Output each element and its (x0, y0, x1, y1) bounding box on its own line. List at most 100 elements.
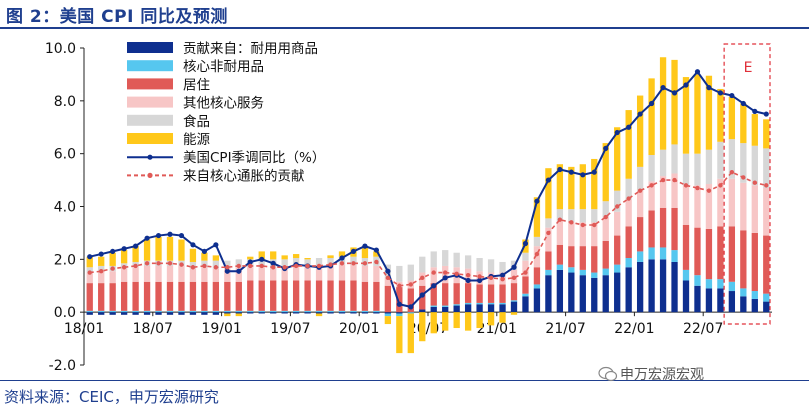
bar-segment-durable (579, 275, 586, 313)
bar-segment-shelter (212, 281, 220, 311)
core-point (672, 177, 677, 183)
bar-segment-energy (430, 312, 437, 334)
bar-segment-food (86, 267, 93, 273)
bar-segment-energy (453, 312, 460, 329)
bar-segment-durable (247, 312, 254, 314)
cpi-point (362, 243, 368, 249)
bar-segment-shelter (763, 235, 770, 294)
bar-segment-core_nondurable (350, 310, 357, 313)
core-point (649, 183, 654, 188)
legend-swatch-core_nondurable (127, 60, 173, 72)
bar-segment-shelter (636, 217, 644, 252)
cpi-point (740, 100, 746, 107)
core-point (706, 188, 712, 193)
bar-segment-shelter (751, 232, 758, 292)
y-tick-label: 4.0 (54, 200, 76, 216)
bar-segment-durable (522, 296, 529, 313)
bar-segment-other_core_services (717, 178, 724, 227)
cpi-point (522, 240, 529, 247)
bar-segment-shelter (143, 281, 151, 311)
bar-segment-core_nondurable (545, 269, 552, 276)
core-point (293, 263, 299, 269)
legend-label: 其他核心服务 (183, 96, 264, 112)
cpi-point (534, 198, 540, 204)
bar-segment-food (717, 141, 724, 179)
bar-segment-other_core_services (705, 184, 713, 229)
wechat-icon (598, 366, 618, 382)
cpi-point (98, 251, 104, 257)
bar-segment-energy (361, 247, 369, 259)
legend-label: 食品 (183, 113, 210, 130)
core-point (465, 272, 471, 278)
cpi-point (270, 260, 276, 266)
bar-segment-food (315, 258, 323, 266)
bar-segment-energy (407, 313, 414, 354)
bar-segment-energy (636, 95, 644, 167)
bar-segment-food (453, 252, 460, 268)
core-point (385, 275, 391, 281)
bar-segment-food (625, 178, 632, 200)
bar-segment-other_core_services (292, 265, 300, 281)
cpi-point (339, 255, 345, 261)
bar-segment-energy (304, 258, 311, 260)
bar-segment-energy (487, 312, 495, 326)
bar-segment-core_nondurable (178, 310, 185, 313)
bar-segment-food (533, 236, 541, 247)
cpi-point (649, 100, 655, 107)
bar-segment-core_nondurable (568, 267, 575, 273)
bar-segment-shelter (155, 281, 162, 311)
core-point (592, 222, 597, 228)
bar-segment-shelter (419, 285, 426, 310)
bar-segment-shelter (740, 230, 747, 289)
bar-segment-other_core_services (763, 188, 770, 236)
bar-segment-other_core_services (545, 227, 552, 252)
bar-segment-core_nondurable (579, 269, 586, 276)
cpi-point (717, 90, 724, 96)
bar-segment-core_nondurable (648, 247, 655, 260)
core-point (202, 263, 207, 269)
core-point (615, 204, 620, 209)
bar-segment-core_nondurable (407, 312, 414, 314)
cpi-point (236, 268, 242, 274)
bar-segment-durable (235, 312, 242, 314)
bar-segment-energy (499, 312, 506, 323)
bar-segment-food (556, 209, 564, 222)
bar-segment-other_core_services (201, 267, 208, 282)
bar-segment-other_core_services (694, 185, 701, 228)
core-point (764, 183, 769, 188)
legend-swatch-energy (127, 133, 173, 144)
cpi-point (144, 235, 150, 241)
bar-segment-durable (545, 275, 552, 313)
bar-segment-durable (327, 312, 334, 314)
bar-segment-food (430, 251, 437, 268)
legend-swatch-shelter (127, 78, 173, 90)
bar-segment-energy (510, 312, 518, 315)
bar-segment-core_nondurable (143, 310, 151, 313)
bar-segment-other_core_services (109, 271, 116, 284)
bar-segment-shelter (178, 281, 185, 311)
bar-segment-durable (315, 312, 323, 314)
bar-segment-energy (258, 251, 265, 260)
core-point (477, 274, 482, 279)
bar-segment-shelter (407, 288, 414, 313)
bar-segment-other_core_services (556, 221, 564, 245)
bar-segment-shelter (304, 280, 311, 311)
bar-segment-shelter (568, 246, 575, 268)
x-tick-label: 21/07 (545, 321, 585, 337)
bar-segment-core_nondurable (361, 310, 369, 313)
bar-segment-energy (189, 248, 197, 262)
bar-segment-other_core_services (281, 267, 288, 281)
cpi-point (178, 232, 185, 239)
bar-segment-durable (143, 312, 151, 315)
cpi-point (408, 304, 414, 310)
x-tick-label: 22/01 (614, 321, 654, 337)
core-point (282, 265, 287, 270)
core-point (259, 263, 264, 269)
bar-segment-durable (155, 312, 162, 315)
bar-segment-energy (614, 127, 621, 191)
cpi-point (511, 264, 517, 270)
cpi-point (396, 301, 402, 307)
bar-segment-core_nondurable (602, 268, 609, 276)
cpi-point (626, 124, 632, 130)
core-point (729, 169, 735, 175)
